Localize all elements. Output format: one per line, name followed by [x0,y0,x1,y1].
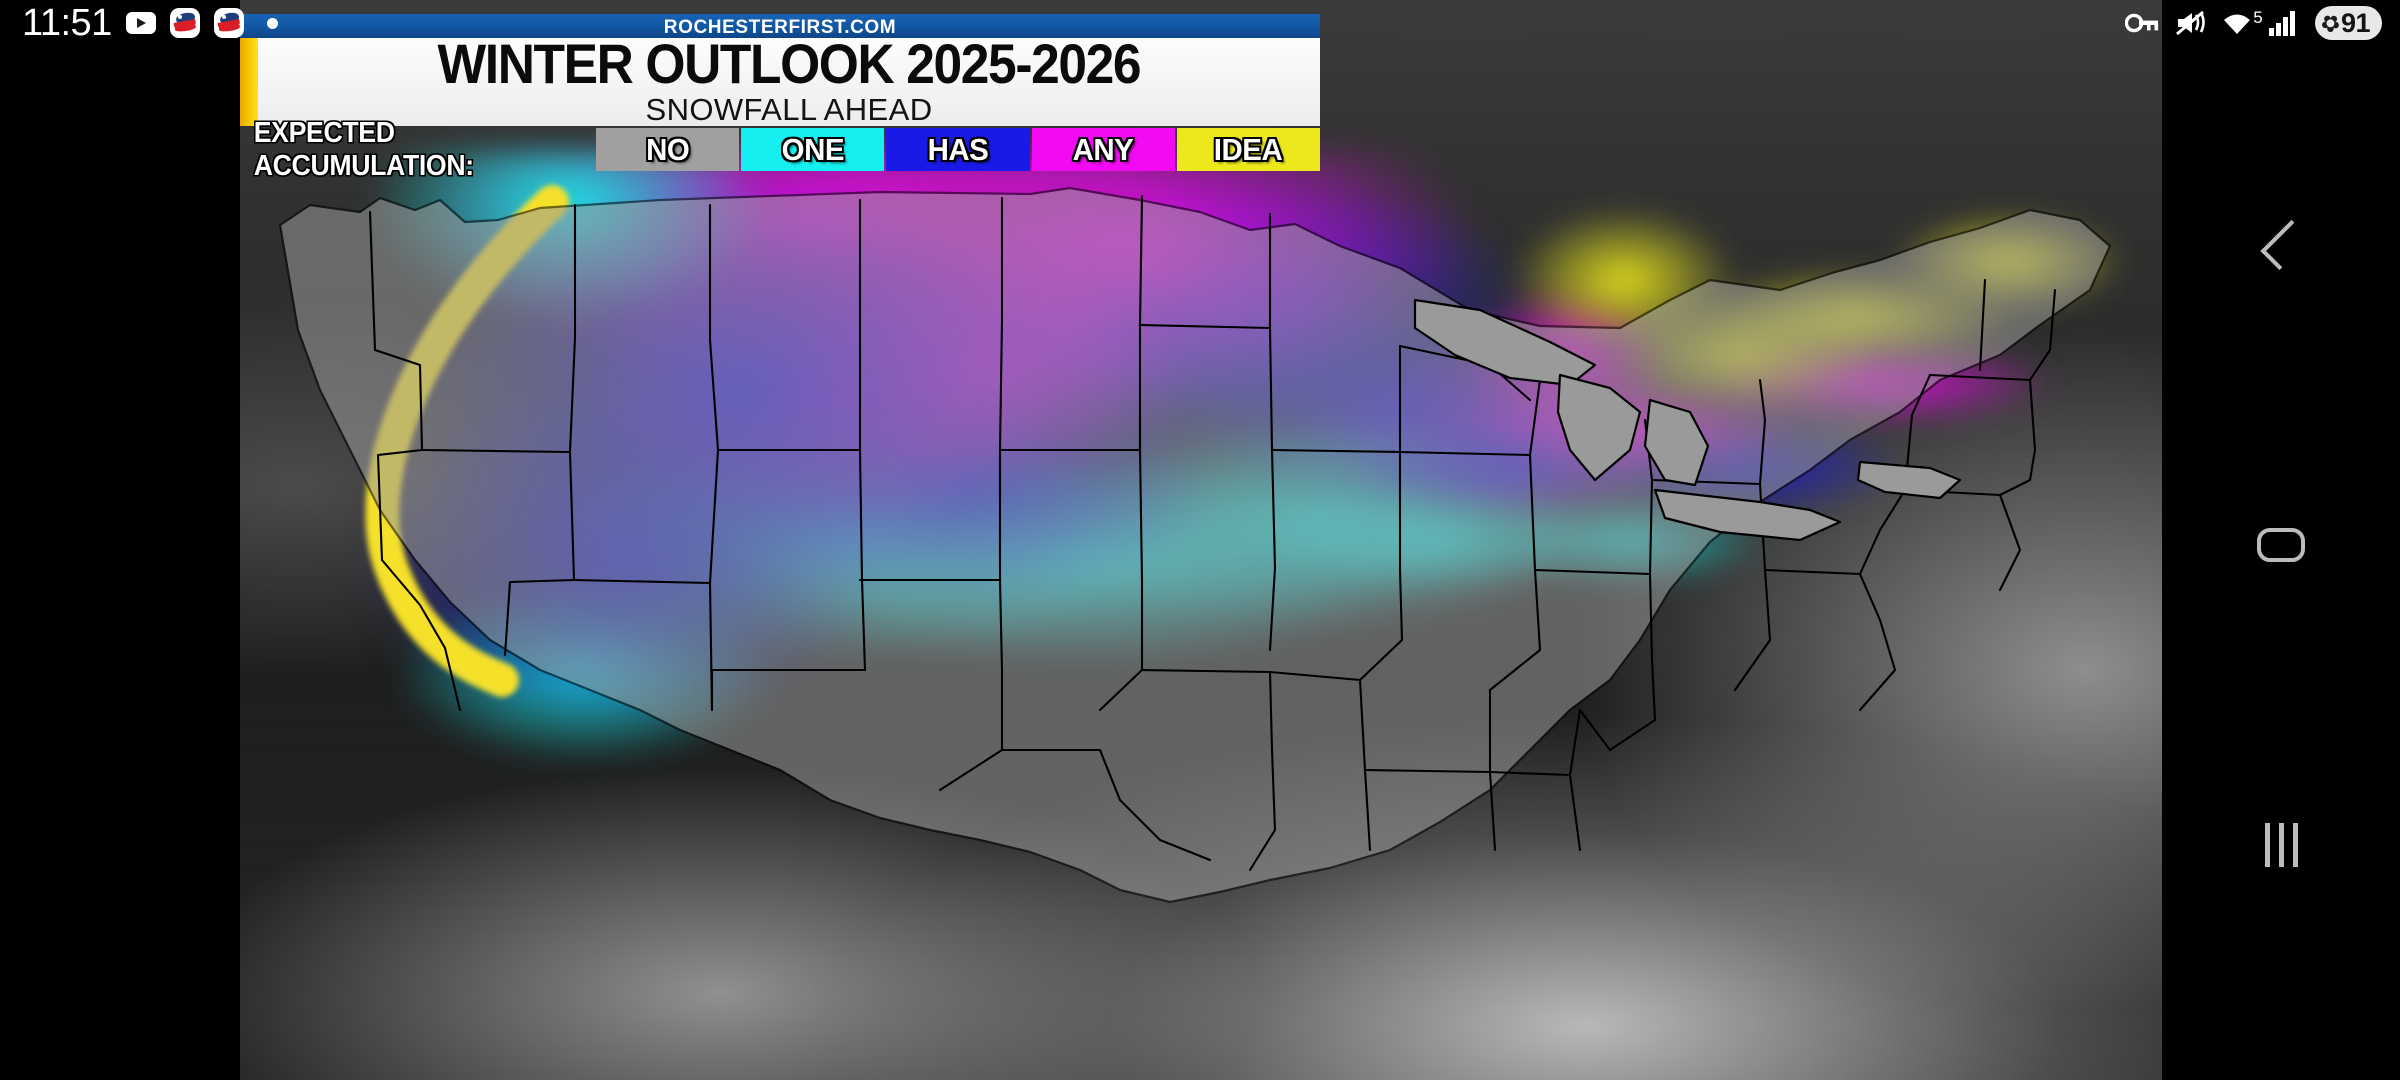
legend-item-label: IDEA [1214,131,1283,167]
status-clock: 11:51 [22,2,112,44]
youtube-icon [125,8,156,38]
home-button[interactable] [2246,510,2316,580]
legend-label: EXPECTED ACCUMULATION: [240,117,594,182]
legend-item-any: ANY [1031,128,1175,171]
legend-item-label: ONE [781,131,845,167]
news-app-icon [169,8,200,38]
video-player-surface[interactable]: ROCHESTERFIRST.COM WINTER OUTLOOK 2025-2… [240,0,2162,1080]
snowfall-outlook-map [240,150,2162,1080]
page-title: WINTER OUTLOOK 2025-2026 [437,31,1142,95]
source-banner: ROCHESTERFIRST.COM [240,14,1320,42]
legend-item-label: ANY [1072,131,1134,167]
legend-swatches: NO ONE HAS ANY IDEA [594,128,1321,171]
legend-item-has: HAS [886,128,1030,171]
recents-icon [2264,823,2298,867]
back-button[interactable] [2246,210,2316,280]
android-navigation-bar [2162,0,2400,1080]
legend-label-text: EXPECTED ACCUMULATION: [253,116,474,182]
title-card-body: WINTER OUTLOOK 2025-2026 SNOWFALL AHEAD [258,31,1320,128]
recents-button[interactable] [2246,810,2316,880]
legend-item-label: HAS [927,131,989,167]
legend-item-idea: IDEA [1176,128,1321,171]
legend-item-one: ONE [741,128,885,171]
source-banner-text: ROCHESTERFIRST.COM [663,17,897,38]
us-map-outline [278,186,2112,904]
chevron-left-icon [2260,219,2311,271]
legend-bar: EXPECTED ACCUMULATION: NO ONE HAS ANY ID… [240,117,1321,182]
title-accent-bar [240,38,258,126]
legend-item-label: NO [645,131,690,167]
legend-item-no: NO [596,128,740,171]
page-subtitle: SNOWFALL AHEAD [645,92,933,128]
title-card: WINTER OUTLOOK 2025-2026 SNOWFALL AHEAD [240,31,1320,128]
home-icon [2257,528,2305,562]
